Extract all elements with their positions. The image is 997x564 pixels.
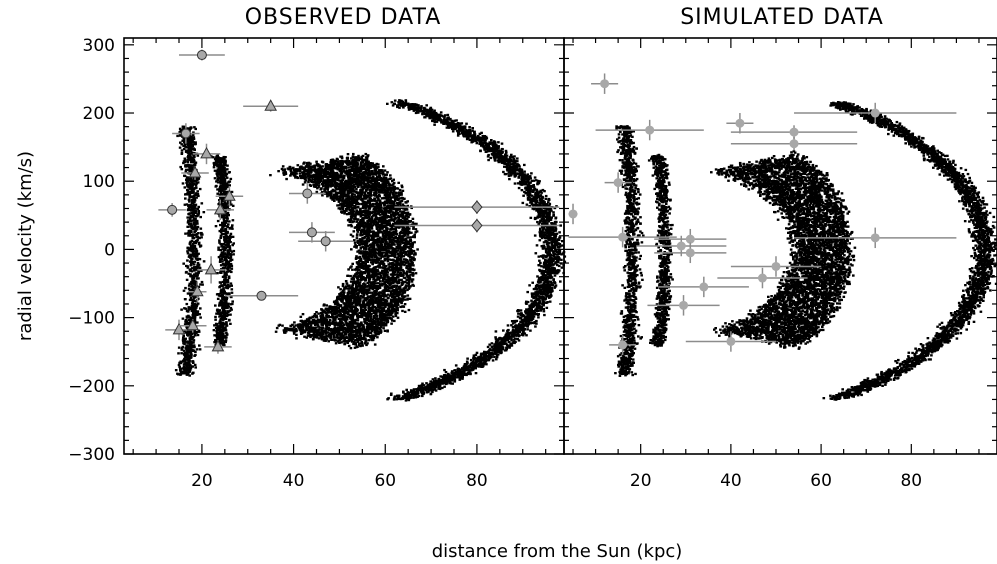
data-point-circle [289, 222, 335, 243]
x-tick-label: 20 [191, 471, 213, 491]
data-point-circle [726, 113, 754, 134]
data-point-circle [794, 227, 957, 249]
right-panel-frame [563, 37, 997, 455]
left-panel-title: OBSERVED DATA [245, 5, 442, 30]
data-point-circle [289, 183, 326, 204]
x-axis-title: distance from the Sun (kpc) [432, 541, 683, 562]
data-point-circle [730, 136, 858, 151]
y-tick-label: −200 [68, 377, 115, 397]
data-point-triangle [206, 199, 234, 221]
data-point-circle [794, 102, 957, 124]
y-tick-label: 0 [104, 240, 115, 260]
simulated-particle-streams [174, 99, 997, 402]
data-point-circle [647, 295, 720, 316]
x-tick-label: 40 [283, 471, 305, 491]
stream-core [710, 150, 857, 350]
data-point-circle [224, 290, 299, 301]
data-point-circle [654, 242, 727, 264]
x-tick-label: 80 [900, 471, 922, 491]
stream-core [269, 152, 419, 350]
data-point-circle [658, 276, 749, 298]
data-point-triangle [181, 165, 209, 180]
data-point-circle [717, 267, 808, 289]
data-point-triangle [188, 281, 207, 302]
data-point-diamond [394, 200, 560, 214]
stream-arc [647, 153, 674, 348]
data-point-triangle [192, 143, 221, 165]
stream-arc [822, 101, 997, 401]
x-tick-label: 20 [630, 471, 652, 491]
data-point-circle [179, 49, 225, 61]
data-point-circle [685, 331, 776, 352]
y-tick-label: 300 [83, 36, 115, 56]
data-point-triangle [215, 185, 244, 207]
data-point-circle [730, 125, 858, 139]
data-point-circle [568, 203, 578, 225]
data-point-triangle [179, 318, 207, 333]
stream-arc [209, 154, 236, 347]
stream-arc [386, 99, 567, 402]
data-point-diamond [394, 218, 560, 233]
data-point-triangle [243, 99, 299, 112]
plot-frames [123, 37, 997, 455]
y-tick-label: −100 [68, 309, 115, 329]
y-tick-labels: 300 200 100 0 −100 −200 −300 [68, 36, 115, 465]
y-tick-label: 100 [83, 172, 115, 192]
x-tick-labels: 20 40 60 80 20 40 60 80 [191, 471, 922, 491]
data-point-circle [730, 256, 822, 277]
data-point-triangle [204, 339, 232, 354]
data-point-circle [604, 172, 632, 193]
data-point-circle [568, 226, 677, 248]
axis-ticks [124, 38, 997, 455]
y-tick-label: 200 [83, 104, 115, 124]
data-markers [158, 49, 957, 356]
data-point-circle [158, 203, 186, 217]
data-point-circle [591, 73, 619, 94]
x-tick-label: 60 [374, 471, 396, 491]
data-point-circle [595, 119, 704, 141]
x-tick-label: 80 [466, 471, 488, 491]
x-tick-label: 40 [720, 471, 742, 491]
data-point-circle [298, 230, 354, 252]
y-tick-label: −300 [68, 445, 115, 465]
data-point-circle [609, 334, 637, 356]
data-point-circle [172, 123, 200, 144]
y-axis-title: radial velocity (km/s) [15, 151, 36, 341]
data-point-triangle [197, 256, 225, 284]
right-panel-title: SIMULATED DATA [680, 5, 884, 30]
stream-arc [614, 125, 645, 377]
x-tick-label: 60 [810, 471, 832, 491]
